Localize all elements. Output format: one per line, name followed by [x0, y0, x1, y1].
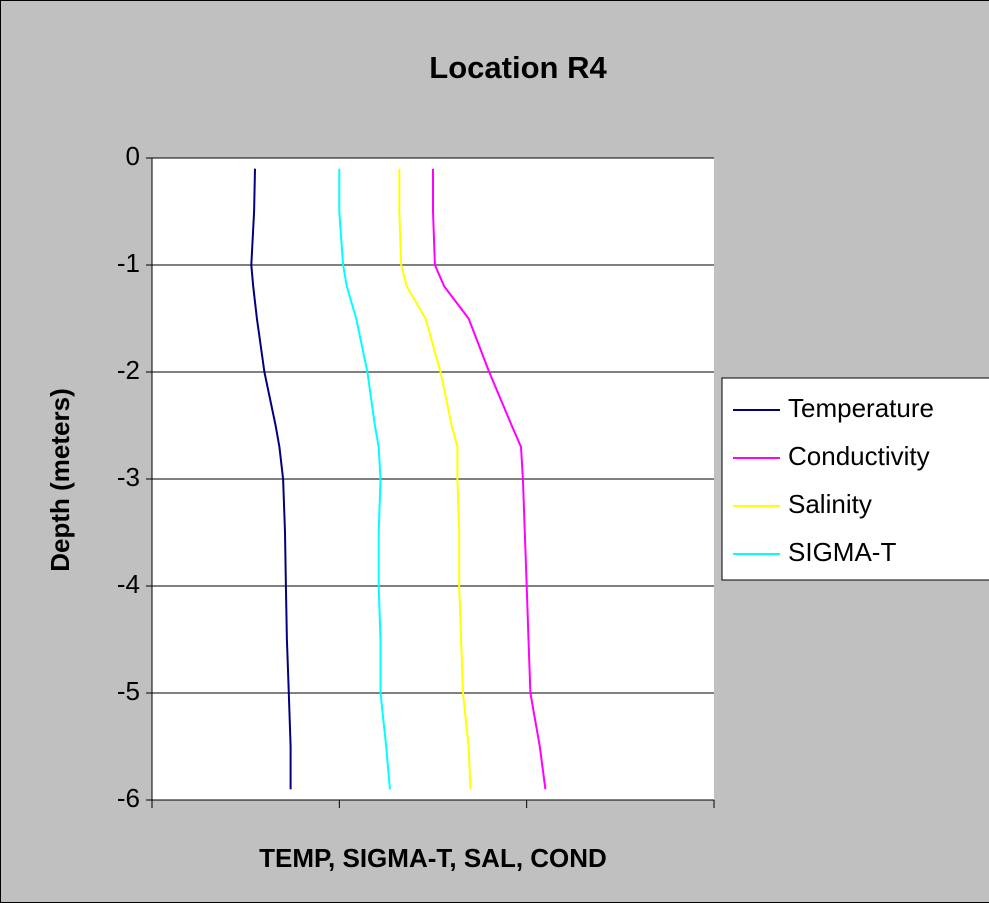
legend-label: SIGMA-T: [788, 537, 896, 567]
chart-title: Location R4: [429, 50, 607, 85]
legend: Temperature Conductivity Salinity SIGMA-T: [721, 377, 989, 581]
y-tick-label: -4: [117, 569, 140, 599]
legend-label: Salinity: [788, 489, 872, 519]
series-line: [432, 168, 547, 790]
series-line: [338, 168, 391, 790]
y-tick-label: -5: [117, 676, 140, 706]
y-tick-label: -1: [117, 248, 140, 278]
y-tick-label: -6: [117, 783, 140, 813]
series-line: [250, 168, 292, 790]
legend-label: Temperature: [788, 393, 934, 423]
y-axis-label: Depth (meters): [45, 388, 75, 571]
legend-box: [721, 377, 989, 581]
x-axis-label: TEMP, SIGMA-T, SAL, COND: [259, 843, 607, 873]
y-tick-label: -2: [117, 355, 140, 385]
y-tick-label: 0: [126, 141, 140, 171]
y-tick-label: -3: [117, 462, 140, 492]
series-line: [398, 168, 472, 790]
legend-label: Conductivity: [788, 441, 930, 471]
